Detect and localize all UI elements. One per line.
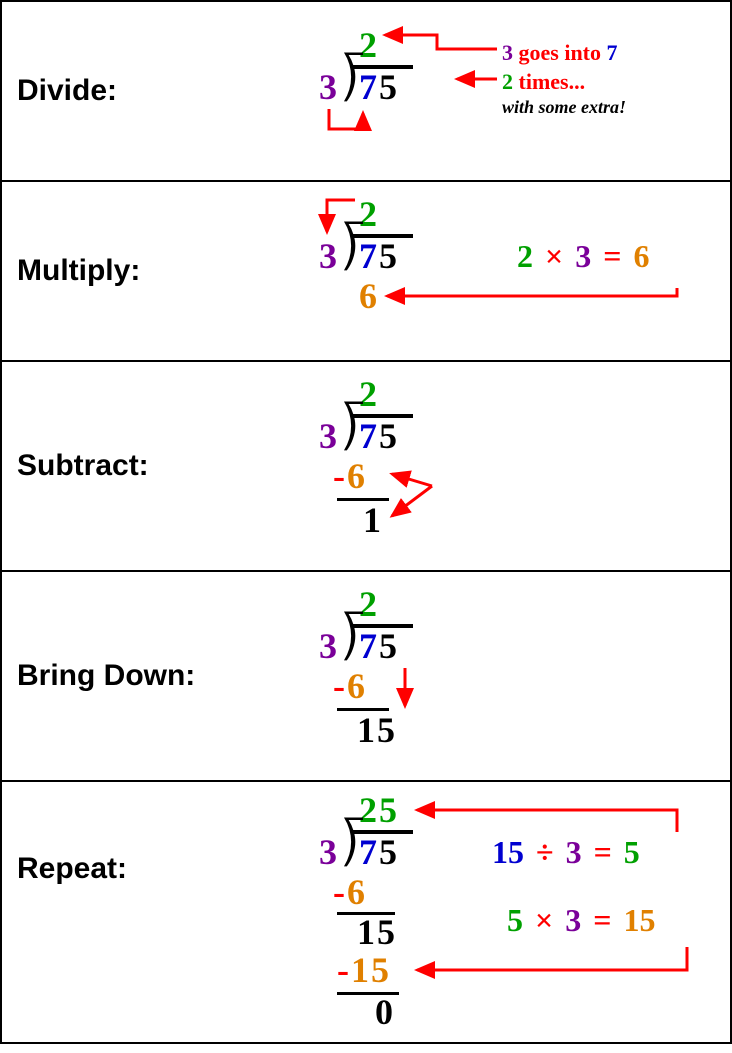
work-multiply: 2 3 ⟌ 75 6 2 × 3 = 6 [257, 196, 715, 346]
minus-six: -6 [333, 668, 367, 704]
label-bringdown: Bring Down: [17, 659, 257, 693]
diff-one: 1 [363, 502, 383, 538]
row-multiply: Multiply: 2 3 ⟌ 75 6 2 × 3 = 6 [2, 182, 730, 362]
minus-six: -6 [333, 458, 367, 494]
dividend: 75 [359, 69, 399, 105]
fifteen-1: 15 [357, 914, 397, 950]
divisor: 3 [319, 834, 337, 870]
row-subtract: Subtract: 2 3 ⟌ 75 -6 1 [2, 362, 730, 572]
dividend: 75 [359, 628, 399, 664]
work-repeat: 25 3 ⟌ 75 -6 15 -15 0 15 ÷ [257, 792, 715, 1032]
arrows-subtract [257, 376, 717, 556]
divisor: 3 [319, 69, 337, 105]
work-divide: 2 3 ⟌ 75 3 goes into 7 2 times... with s… [257, 21, 715, 161]
work-subtract: 2 3 ⟌ 75 -6 1 [257, 376, 715, 556]
row-repeat: Repeat: 25 3 ⟌ 75 -6 15 -15 0 [2, 782, 730, 1042]
product-line: 6 [359, 278, 379, 314]
multiply-equation: 2 × 3 = 6 [517, 238, 649, 275]
work-bringdown: 2 3 ⟌ 75 -6 15 [257, 586, 715, 766]
quotient: 25 [359, 792, 399, 828]
divisor: 3 [319, 628, 337, 664]
zero: 0 [375, 994, 395, 1030]
row-divide: Divide: 2 3 ⟌ 75 3 goes into 7 2 times..… [2, 2, 730, 182]
divisor: 3 [319, 418, 337, 454]
label-divide: Divide: [17, 74, 257, 108]
label-repeat: Repeat: [17, 852, 257, 886]
minus-fifteen: -15 [337, 952, 391, 988]
fifteen: 15 [357, 712, 397, 748]
arrows-bringdown [257, 586, 717, 766]
minus-six: -6 [333, 874, 367, 910]
divisor: 3 [319, 238, 337, 274]
row-bringdown: Bring Down: 2 3 ⟌ 75 -6 15 [2, 572, 730, 782]
divide-note: 3 goes into 7 2 times... with some extra… [502, 39, 626, 120]
repeat-eq-2: 5 × 3 = 15 [507, 902, 655, 939]
dividend: 75 [359, 834, 399, 870]
long-division-steps-table: Divide: 2 3 ⟌ 75 3 goes into 7 2 times..… [0, 0, 732, 1044]
dividend: 75 [359, 238, 399, 274]
label-subtract: Subtract: [17, 449, 257, 483]
repeat-eq-1: 15 ÷ 3 = 5 [492, 834, 640, 871]
dividend: 75 [359, 418, 399, 454]
label-multiply: Multiply: [17, 254, 257, 288]
